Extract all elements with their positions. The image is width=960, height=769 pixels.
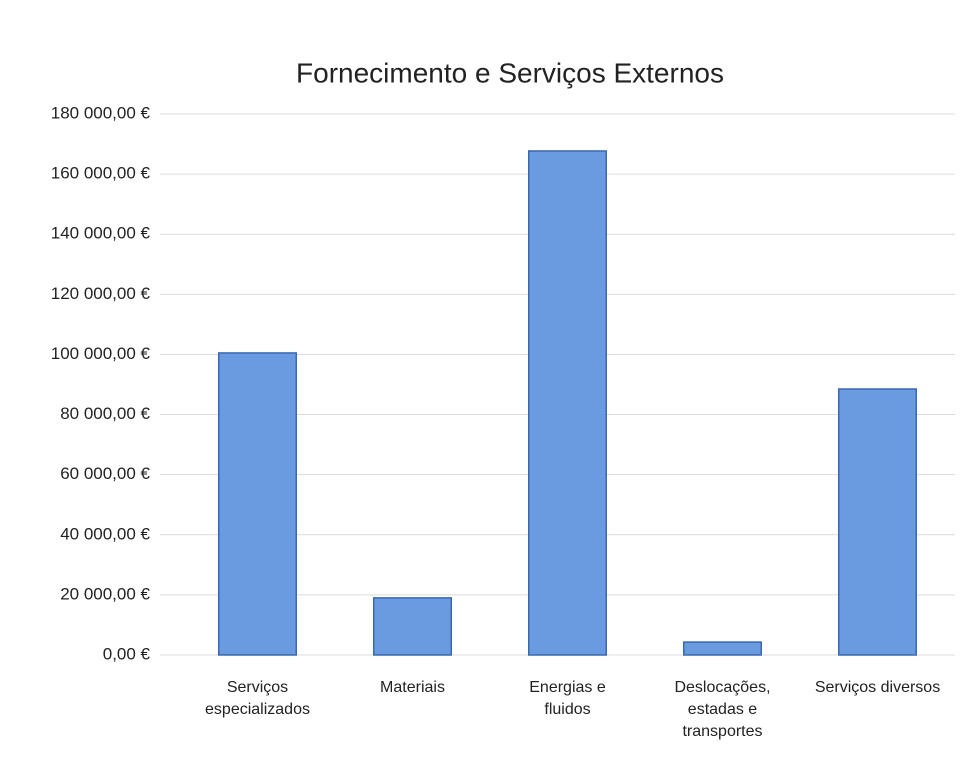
x-tick-label: Energias e fluidos: [529, 679, 606, 718]
y-tick-label: 120 000,00 €: [51, 284, 151, 303]
x-tick-label: Serviços diversos: [814, 679, 941, 696]
y-tick-label: 0,00 €: [103, 644, 151, 663]
y-tick-label: 140 000,00 €: [51, 224, 151, 243]
x-tick-label: Materiais: [380, 679, 445, 696]
y-tick-label: 20 000,00 €: [60, 584, 150, 603]
bar: [683, 641, 762, 656]
y-tick-label: 60 000,00 €: [60, 464, 150, 483]
bar: [373, 597, 452, 656]
y-tick-label: 40 000,00 €: [60, 524, 150, 543]
x-tick-label: Serviços especializados: [205, 679, 310, 718]
chart-title: Fornecimento e Serviços Externos: [296, 57, 724, 88]
bar: [838, 388, 917, 656]
y-tick-label: 180 000,00 €: [51, 103, 151, 122]
bar: [528, 150, 607, 656]
bar: [218, 352, 297, 656]
y-tick-label: 100 000,00 €: [51, 344, 151, 363]
y-tick-label: 160 000,00 €: [51, 164, 151, 183]
x-tick-label: Deslocações, estadas e transportes: [674, 679, 771, 740]
y-tick-label: 80 000,00 €: [60, 404, 150, 423]
